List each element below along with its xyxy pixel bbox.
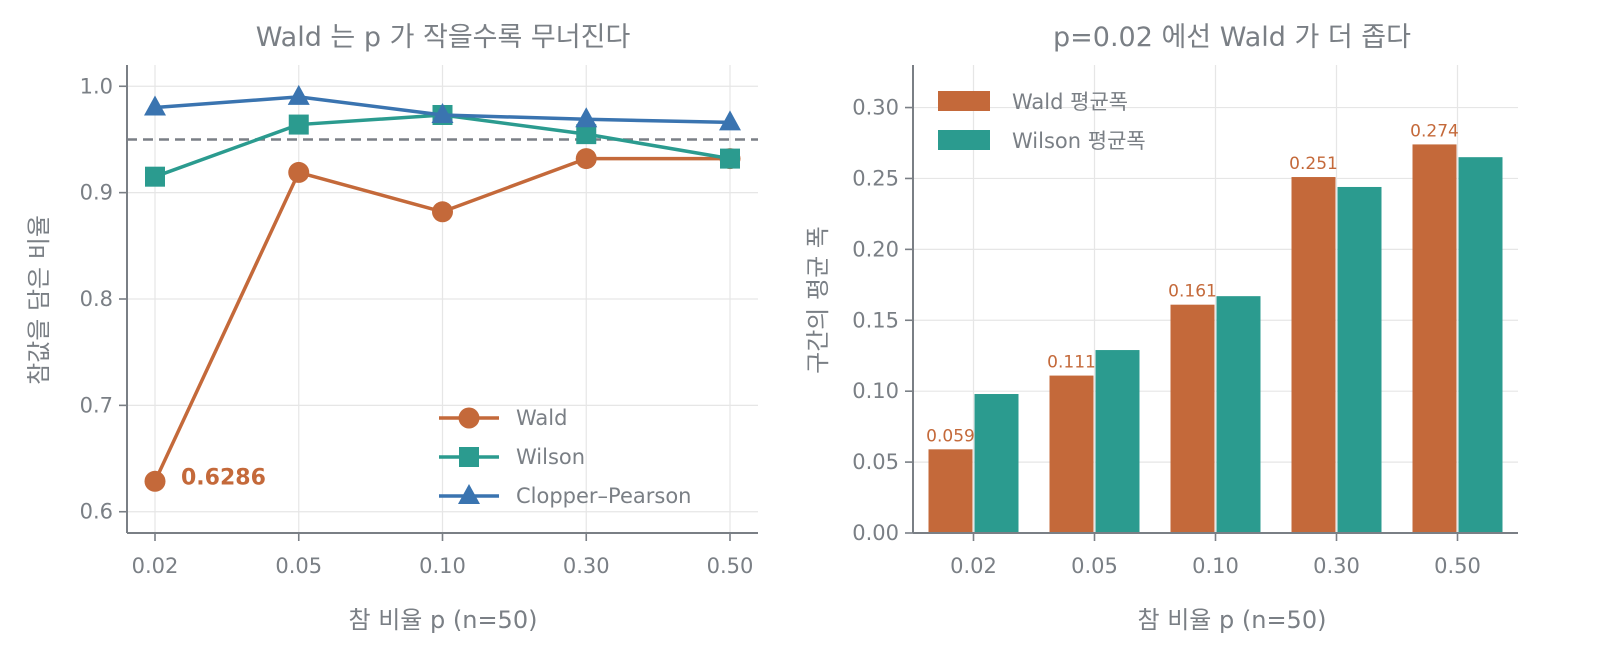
legend-swatch-marker: [459, 447, 479, 467]
left-y-tick-label: 0.9: [80, 181, 113, 205]
series-clopper-pearson: [144, 84, 741, 131]
right-y-tick-label: 0.30: [852, 96, 899, 120]
right-x-tick-label: 0.02: [950, 554, 997, 578]
wald-point: [575, 148, 597, 170]
wilson-point: [288, 114, 309, 135]
clopper-pearson-point: [287, 84, 310, 105]
wald-width-value-label: 0.111: [1047, 353, 1096, 373]
left-y-tick-label: 0.7: [80, 393, 113, 417]
left-tick-labels: 0.6 0.7 0.8 0.9 1.0 0.02 0.05 0.10 0.30 0.50: [80, 74, 754, 578]
left-x-tick-label: 0.50: [707, 554, 754, 578]
legend-item-wald-width: Wald 평균폭: [938, 90, 1128, 114]
right-bars-group: 0.059 0.111 0.161 0.251 0.274: [926, 121, 1503, 534]
right-y-tick-label: 0.00: [852, 521, 899, 545]
wilson-point: [145, 166, 165, 187]
legend-swatch-marker: [458, 407, 480, 429]
clopper-pearson-point: [431, 102, 454, 123]
right-y-tick-label: 0.10: [852, 379, 899, 403]
clopper-pearson-point: [719, 110, 741, 131]
wald-width-bar: [928, 449, 973, 533]
legend-label: Clopper–Pearson: [516, 484, 692, 508]
wilson-width-bar: [1095, 350, 1140, 533]
left-y-tick-label: 0.8: [80, 287, 113, 311]
clopper-pearson-point: [575, 107, 598, 128]
clopper-pearson-point: [144, 95, 166, 116]
left-y-axis-label: 참값을 담은 비율: [25, 215, 53, 385]
wald-width-value-label: 0.161: [1168, 282, 1217, 302]
right-x-tick-label: 0.05: [1071, 554, 1118, 578]
right-legend: Wald 평균폭 Wilson 평균폭: [938, 90, 1146, 153]
wald-width-bar: [1049, 375, 1094, 533]
legend-swatch: [938, 130, 990, 150]
wilson-width-bar: [974, 394, 1019, 533]
left-x-axis-label: 참 비율 p (n=50): [349, 606, 538, 634]
wald-width-value-label: 0.274: [1410, 121, 1459, 141]
right-y-tick-label: 0.25: [852, 166, 899, 190]
wilson-width-bar: [1216, 296, 1261, 533]
wald-width-value-label: 0.059: [926, 426, 975, 446]
right-chart-title: p=0.02 에선 Wald 가 더 좁다: [1053, 22, 1411, 53]
left-series-group: [144, 84, 741, 492]
right-x-tick-label: 0.30: [1313, 554, 1360, 578]
series-wald: [144, 148, 741, 492]
left-axes: [119, 65, 758, 541]
wald-width-value-label: 0.251: [1289, 154, 1338, 174]
legend-label: Wilson: [516, 445, 585, 469]
bar-series-wilson-width: [974, 157, 1503, 534]
wald-min-annotation: 0.6286: [181, 465, 266, 490]
left-chart-title: Wald 는 p 가 작을수록 무너진다: [256, 22, 631, 53]
wald-width-bar: [1291, 177, 1336, 533]
wald-point: [432, 201, 453, 223]
legend-swatch: [938, 91, 990, 111]
coverage-line-chart: Wald 는 p 가 작을수록 무너진다 참 비율 p (n=50) 참값을 담…: [25, 22, 758, 634]
legend-item-wilson: Wilson: [439, 445, 585, 469]
wald-width-bar: [1412, 144, 1457, 533]
legend-swatch-marker: [458, 484, 480, 504]
wald-point: [288, 161, 310, 183]
left-y-tick-label: 0.6: [80, 500, 113, 524]
left-legend: Wald Wilson Clopper–Pearson: [439, 406, 692, 508]
right-axes: [905, 65, 1518, 541]
legend-item-wald: Wald: [439, 406, 567, 430]
right-x-tick-label: 0.50: [1434, 554, 1481, 578]
left-grid: [127, 65, 758, 533]
legend-item-clopper-pearson: Clopper–Pearson: [439, 484, 692, 508]
left-x-tick-label: 0.02: [132, 554, 179, 578]
wald-point: [144, 470, 166, 492]
wilson-point: [576, 124, 597, 145]
bar-series-wald-width: 0.059 0.111 0.161 0.251 0.274: [926, 121, 1459, 533]
right-x-axis-label: 참 비율 p (n=50): [1138, 606, 1327, 634]
wilson-width-bar: [1337, 186, 1382, 534]
legend-label: Wald: [516, 406, 567, 430]
left-x-tick-label: 0.05: [275, 554, 322, 578]
wilson-point: [720, 148, 740, 169]
right-tick-labels: 0.00 0.05 0.10 0.15 0.20 0.25 0.30 0.02 0.05 0.10…: [852, 96, 1481, 578]
right-y-axis-label: 구간의 평균 폭: [804, 226, 832, 374]
left-y-tick-label: 1.0: [80, 74, 113, 98]
right-y-tick-label: 0.05: [852, 450, 899, 474]
right-x-tick-label: 0.10: [1192, 554, 1239, 578]
legend-item-wilson-width: Wilson 평균폭: [938, 129, 1146, 153]
legend-label: Wald 평균폭: [1012, 90, 1128, 114]
left-x-tick-label: 0.30: [563, 554, 610, 578]
wald-width-bar: [1170, 304, 1215, 533]
right-y-tick-label: 0.20: [852, 237, 899, 261]
right-y-tick-label: 0.15: [852, 308, 899, 332]
legend-label: Wilson 평균폭: [1012, 129, 1146, 153]
wilson-width-bar: [1458, 157, 1503, 533]
width-bar-chart: p=0.02 에선 Wald 가 더 좁다 참 비율 p (n=50) 구간의 …: [804, 22, 1518, 634]
left-x-tick-label: 0.10: [419, 554, 466, 578]
